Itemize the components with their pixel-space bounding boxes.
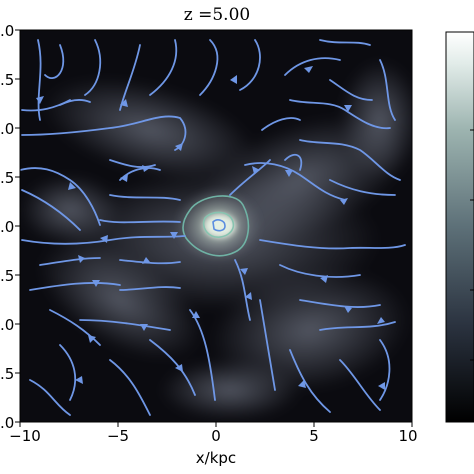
y-axis <box>15 29 20 423</box>
y-tick-label: .0 <box>0 316 14 334</box>
density-contours <box>182 195 250 257</box>
gas-core <box>173 187 263 263</box>
x-tick-label: 10 <box>398 427 417 445</box>
figure-title: z =5.00 <box>184 5 250 25</box>
x-tick-label: −10 <box>9 427 41 445</box>
y-tick-label: .0 <box>0 22 14 40</box>
x-tick-label: 5 <box>309 427 319 445</box>
y-tick-labels: .0 .5 .0 .5 .0 .5 .0 .5 .0 <box>0 22 14 432</box>
y-tick-label: .5 <box>0 365 14 383</box>
streamline-arrows <box>36 66 385 390</box>
colorbar-gradient <box>445 31 474 423</box>
x-axis <box>19 422 413 427</box>
y-tick-label: .5 <box>0 267 14 285</box>
x-tick-labels: −10 −5 0 5 10 <box>9 427 417 445</box>
x-tick-label: −5 <box>107 427 129 445</box>
y-tick-label: .5 <box>0 71 14 89</box>
y-tick-label: .5 <box>0 169 14 187</box>
colorbar <box>445 31 474 423</box>
y-tick-label: .0 <box>0 120 14 138</box>
density-map <box>20 30 412 422</box>
y-tick-label: .0 <box>0 218 14 236</box>
velocity-streamlines <box>20 39 406 416</box>
x-axis-label: x/kpc <box>196 449 236 467</box>
y-tick-label: .0 <box>0 414 14 432</box>
x-tick-label: 0 <box>211 427 221 445</box>
